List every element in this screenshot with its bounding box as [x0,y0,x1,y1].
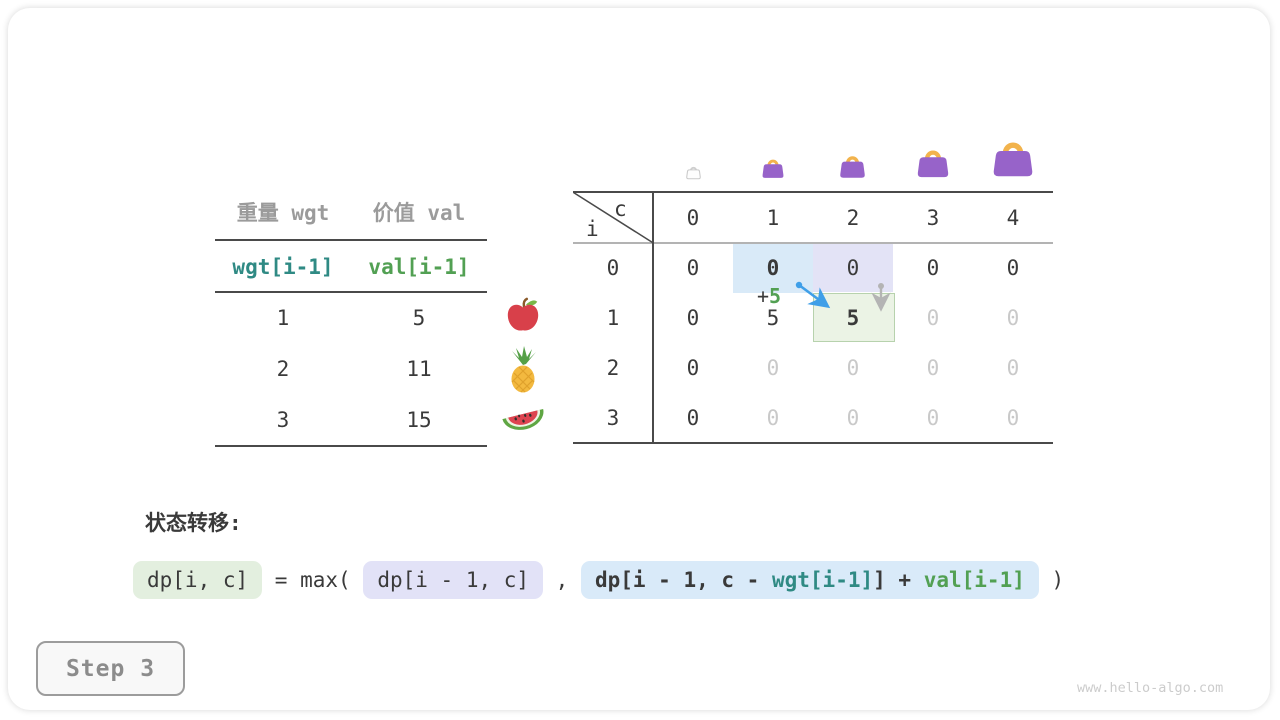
formula-equals-max: = max( [262,568,364,592]
dp-cell-1-1: 5 [766,306,780,330]
formula-close-paren: ) [1038,568,1065,592]
take-term-prefix: dp[i - 1, c - [594,568,772,592]
bag-icon-xs [762,159,784,178]
item-table-rule [215,291,487,293]
dp-cell-0-2: 0 [846,256,860,280]
added-value: 5 [769,284,782,308]
item-value: 11 [406,357,432,381]
dp-cell-2-2: 0 [846,356,860,380]
formula-result-term: dp[i, c] [133,561,263,599]
dp-cell-1-2: 5 [846,306,860,330]
dp-row-header: 0 [606,256,620,280]
dp-cell-0-3: 0 [926,256,940,280]
apple-icon [507,297,539,331]
formula-skip-term: dp[i - 1, c] [363,561,544,599]
step-badge: Step 3 [36,641,185,696]
weight-column-header: 重量 wgt [236,201,330,225]
state-transition-formula: dp[i, c] = max( dp[i - 1, c] , dp[i - 1,… [133,557,1064,603]
dp-cell-0-0: 0 [686,256,700,280]
take-item-arrow [798,283,831,309]
corner-row-var: i [586,217,599,241]
dp-cell-2-1: 0 [766,356,780,380]
formula-take-term: dp[i - 1, c - wgt[i-1]] + val[i-1] [580,561,1039,599]
dp-cell-3-4: 0 [1006,406,1020,430]
dp-cell-3-0: 0 [686,406,700,430]
take-term-mid: ] + [873,568,924,592]
dp-cell-0-1: 0 [766,256,780,280]
item-value: 15 [406,408,432,432]
value-column-header: 价值 val [372,201,466,225]
dp-table-header-separator [573,242,1053,244]
empty-bag-icon [686,166,701,180]
dp-col-header: 4 [1006,205,1020,230]
dp-table-vertical-divider [652,191,654,444]
item-weight: 3 [276,408,290,432]
bag-icon-md [917,150,949,178]
plus-value-annotation: +5 [757,284,781,308]
plus-sign: + [757,284,770,308]
dp-row-header: 2 [606,356,620,380]
dp-table-corner-diagonal [573,192,653,243]
bag-icon-lg [993,142,1033,177]
dp-table-top-border [573,191,1053,193]
dp-table-bottom-border [573,442,1053,444]
dp-cell-0-4: 0 [1006,256,1020,280]
dp-col-header: 3 [926,205,940,230]
dp-row-header: 3 [606,406,620,430]
dp-cell-3-3: 0 [926,406,940,430]
dp-row-header: 1 [606,306,620,330]
state-transition-label: 状态转移: [145,511,242,535]
watermark: www.hello-algo.com [1077,680,1224,696]
dp-col-header: 2 [846,205,860,230]
pineapple-icon [511,346,536,393]
dp-col-header: 0 [686,205,700,230]
item-table-rule [215,239,487,241]
watermelon-icon [502,408,544,430]
wgt-variable-label: wgt[i-1] [232,255,334,279]
dp-cell-2-3: 0 [926,356,940,380]
dp-cell-1-3: 0 [926,306,940,330]
dp-cell-2-4: 0 [1006,356,1020,380]
item-weight: 1 [276,306,290,330]
item-value: 5 [412,306,426,330]
dp-cell-3-2: 0 [846,406,860,430]
dp-cell-1-4: 0 [1006,306,1020,330]
bag-icon-sm [840,156,865,178]
dp-cell-1-0: 0 [686,306,700,330]
item-table-rule [215,445,487,447]
dp-col-header: 1 [766,205,780,230]
corner-col-var: c [614,197,627,221]
formula-comma: , [543,568,581,592]
transition-arrows [795,281,891,312]
take-term-wgt: wgt[i-1] [771,568,874,592]
item-weight: 2 [276,357,290,381]
dp-cell-2-0: 0 [686,356,700,380]
val-variable-label: val[i-1] [368,255,470,279]
take-term-val: val[i-1] [923,568,1025,592]
dp-cell-3-1: 0 [766,406,780,430]
